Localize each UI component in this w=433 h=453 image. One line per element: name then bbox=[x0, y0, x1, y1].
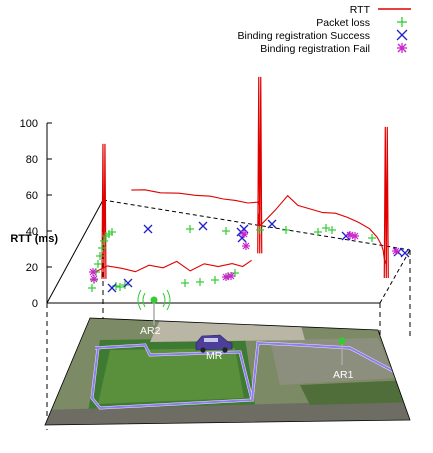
car-icon bbox=[195, 334, 233, 353]
legend-marker-success bbox=[396, 29, 408, 41]
fail-marker-2 bbox=[89, 268, 97, 276]
map-trees bbox=[300, 380, 410, 405]
legend-label-success: Binding registration Success bbox=[238, 30, 371, 42]
y-tick-label-40: 40 bbox=[26, 226, 38, 238]
packet-loss-marker-4 bbox=[94, 260, 102, 268]
legend: RTT Packet loss Binding registration Suc… bbox=[238, 4, 411, 55]
packet-loss-marker-13 bbox=[121, 281, 129, 289]
legend-label-packet-loss: Packet loss bbox=[316, 17, 370, 29]
success-marker-4 bbox=[198, 221, 208, 231]
success-marker-3 bbox=[143, 224, 153, 234]
packet-loss-marker-10 bbox=[108, 228, 116, 236]
ar2-antenna-icon bbox=[137, 289, 171, 325]
ar1-antenna-icon bbox=[338, 337, 346, 365]
success-marker-10 bbox=[393, 247, 403, 257]
fail-marker-5 bbox=[240, 230, 248, 238]
ar2-label: AR2 bbox=[140, 325, 161, 337]
success-marker-1 bbox=[123, 278, 133, 288]
y-tick-label-80: 80 bbox=[26, 154, 38, 166]
y-tick-label-100: 100 bbox=[20, 118, 38, 130]
rtt-line-lower bbox=[93, 259, 252, 274]
y-axis-label: RTT (ms) bbox=[10, 233, 58, 245]
y-tick-label-20: 20 bbox=[26, 262, 38, 274]
packet-loss-marker-16 bbox=[211, 276, 219, 284]
packet-loss-marker-24 bbox=[322, 224, 330, 232]
plane-left-edge bbox=[46, 199, 104, 304]
map-field-inner bbox=[98, 348, 244, 404]
axes bbox=[46, 123, 411, 430]
fail-marker-4 bbox=[227, 272, 235, 280]
packet-loss-marker-25 bbox=[328, 226, 336, 234]
success-marker-2 bbox=[107, 283, 117, 293]
packet-loss-marker-14 bbox=[181, 279, 189, 287]
packet-loss-marker-12 bbox=[116, 283, 124, 291]
packet-loss-marker-5 bbox=[96, 252, 104, 260]
packet-loss-marker-22 bbox=[282, 226, 290, 234]
map-frame bbox=[44, 317, 411, 426]
plane-back-edge bbox=[102, 199, 411, 251]
packet-loss-marker-23 bbox=[314, 228, 322, 236]
legend-marker-packet-loss bbox=[397, 17, 407, 27]
mr-label: MR bbox=[206, 350, 223, 362]
fail-marker-3 bbox=[222, 273, 230, 281]
map-route-path bbox=[90, 343, 254, 410]
legend-label-rtt: RTT bbox=[350, 4, 371, 16]
packet-loss-marker-20 bbox=[222, 227, 230, 235]
packet-loss-marker-26 bbox=[368, 234, 376, 242]
y-tick-label-0: 0 bbox=[32, 298, 38, 310]
fail-marker-8 bbox=[351, 232, 359, 240]
route-arrow-icon bbox=[398, 377, 407, 388]
legend-label-fail: Binding registration Fail bbox=[260, 43, 370, 55]
map-buildings bbox=[270, 338, 395, 385]
rtt-series bbox=[93, 76, 389, 279]
packet-loss-marker-1 bbox=[88, 284, 96, 292]
fail-marker-6 bbox=[242, 242, 250, 250]
success-marker-11 bbox=[400, 248, 410, 258]
packet-loss-marker-7 bbox=[100, 237, 108, 245]
plane-right-edge bbox=[379, 249, 411, 304]
packet-loss-marker-21 bbox=[256, 226, 264, 234]
marker-series bbox=[88, 219, 410, 293]
map-parking bbox=[150, 320, 305, 342]
rtt-spike-2 bbox=[257, 76, 263, 254]
y-ticks: 0 20 40 60 80 100 bbox=[20, 118, 52, 310]
rtt-spike-3 bbox=[383, 126, 389, 279]
fail-marker-9 bbox=[392, 247, 400, 255]
legend-marker-fail bbox=[397, 43, 407, 53]
packet-loss-marker-6 bbox=[98, 244, 106, 252]
packet-loss-marker-19 bbox=[186, 225, 194, 233]
aerial-map: AR2 AR1 MR bbox=[44, 289, 411, 426]
success-marker-8 bbox=[267, 219, 277, 229]
packet-loss-marker-15 bbox=[196, 278, 204, 286]
rtt-spike-1 bbox=[101, 143, 107, 279]
fail-marker-1 bbox=[90, 275, 98, 283]
y-tick-label-60: 60 bbox=[26, 190, 38, 202]
ar1-label: AR1 bbox=[333, 369, 354, 381]
